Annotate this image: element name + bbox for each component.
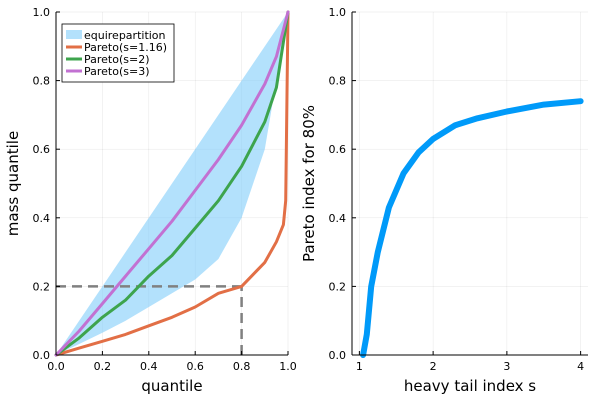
left-x-tick-label: 1.0	[279, 360, 297, 373]
right-ticks: 1 2 3 4 0.0 0.2 0.4 0.6 0.8 1.0	[329, 6, 585, 373]
legend: equirepartitionPareto(s=1.16)Pareto(s=2)…	[61, 23, 175, 83]
left-x-axis-title: quantile	[141, 377, 202, 395]
right-x-tick-label: 4	[577, 360, 584, 373]
left-y-tick-label: 1.0	[33, 6, 51, 19]
left-x-tick-label: 0.8	[233, 360, 251, 373]
left-y-tick-label: 0.0	[33, 349, 51, 362]
left-x-tick-label: 0.4	[140, 360, 158, 373]
left-reference-lines	[56, 285, 243, 355]
right-axes	[351, 12, 588, 356]
left-series-line-2	[54, 10, 290, 357]
left-series-line-0	[54, 10, 290, 357]
right-y-tick-label: 0.4	[329, 212, 347, 225]
right-grid	[352, 11, 588, 356]
left-x-tick-label: 0.0	[47, 360, 65, 373]
right-x-tick-label: 3	[503, 360, 510, 373]
legend-label: equirepartition	[84, 29, 166, 42]
left-ticks: 0.0 0.2 0.4 0.6 0.8 1.0 0.0 0.2 0.4 0.6 0.8 1.0	[33, 6, 297, 373]
right-series	[360, 98, 584, 358]
right-x-tick-label: 2	[430, 360, 437, 373]
left-panel: 0.0 0.2 0.4 0.6 0.8 1.0 0.0 0.2 0.4 0.6 0.8 1.0 qua…	[4, 6, 297, 395]
left-y-tick-label: 0.4	[33, 212, 51, 225]
right-y-tick-label: 0.8	[329, 75, 347, 88]
equirepartition-area	[56, 12, 288, 355]
right-y-tick-label: 0.6	[329, 143, 347, 156]
right-panel: 1 2 3 4 0.0 0.2 0.4 0.6 0.8 1.0 heavy tail index …	[300, 6, 588, 395]
legend-label: Pareto(s=2)	[84, 53, 150, 66]
left-series-line-1	[54, 10, 290, 357]
right-y-tick-label: 0.0	[329, 349, 347, 362]
left-x-tick-label: 0.2	[94, 360, 112, 373]
left-axes	[55, 12, 288, 356]
left-y-tick-label: 0.6	[33, 143, 51, 156]
left-area	[56, 12, 288, 355]
legend-label: Pareto(s=1.16)	[84, 41, 167, 54]
right-y-tick-label: 1.0	[329, 6, 347, 19]
left-y-axis-title: mass quantile	[4, 131, 22, 236]
legend-swatch-area	[66, 30, 82, 39]
right-x-tick-label: 1	[356, 360, 363, 373]
right-y-tick-label: 0.2	[329, 280, 347, 293]
right-y-axis-title: Pareto index for 80%	[300, 105, 318, 262]
right-series-line-0	[360, 98, 584, 358]
left-series	[54, 10, 290, 357]
right-x-axis-title: heavy tail index s	[404, 377, 536, 395]
left-x-tick-label: 0.6	[186, 360, 204, 373]
left-y-tick-label: 0.2	[33, 280, 51, 293]
legend-label: Pareto(s=3)	[84, 65, 150, 78]
left-y-tick-label: 0.8	[33, 75, 51, 88]
